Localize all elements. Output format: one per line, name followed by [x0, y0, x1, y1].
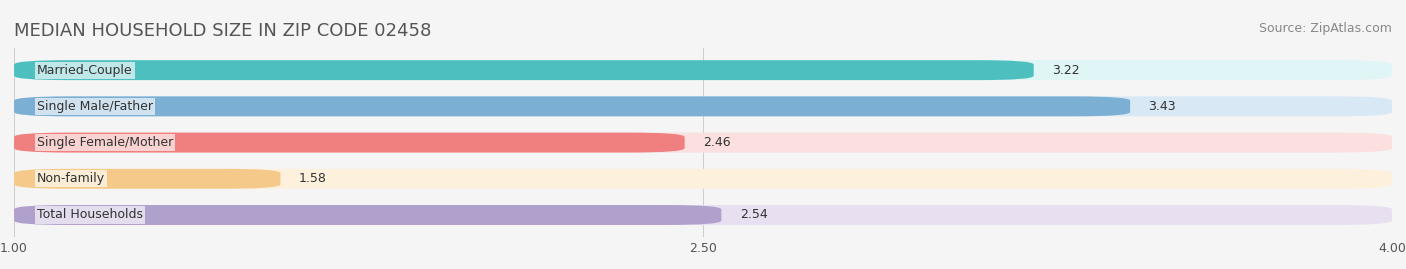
Text: MEDIAN HOUSEHOLD SIZE IN ZIP CODE 02458: MEDIAN HOUSEHOLD SIZE IN ZIP CODE 02458: [14, 22, 432, 40]
FancyBboxPatch shape: [14, 169, 1392, 189]
FancyBboxPatch shape: [14, 96, 1392, 116]
FancyBboxPatch shape: [14, 169, 280, 189]
Text: Non-family: Non-family: [37, 172, 105, 185]
FancyBboxPatch shape: [14, 60, 1033, 80]
FancyBboxPatch shape: [14, 60, 1392, 80]
Text: Total Households: Total Households: [37, 208, 143, 221]
FancyBboxPatch shape: [14, 205, 1392, 225]
Text: Single Male/Father: Single Male/Father: [37, 100, 153, 113]
FancyBboxPatch shape: [14, 133, 685, 153]
Text: Married-Couple: Married-Couple: [37, 64, 132, 77]
Text: Single Female/Mother: Single Female/Mother: [37, 136, 173, 149]
Text: Source: ZipAtlas.com: Source: ZipAtlas.com: [1258, 22, 1392, 34]
FancyBboxPatch shape: [14, 205, 721, 225]
Text: 3.22: 3.22: [1052, 64, 1080, 77]
Text: 2.54: 2.54: [740, 208, 768, 221]
Text: 3.43: 3.43: [1149, 100, 1177, 113]
FancyBboxPatch shape: [14, 133, 1392, 153]
FancyBboxPatch shape: [14, 96, 1130, 116]
Text: 1.58: 1.58: [299, 172, 326, 185]
Text: 2.46: 2.46: [703, 136, 731, 149]
